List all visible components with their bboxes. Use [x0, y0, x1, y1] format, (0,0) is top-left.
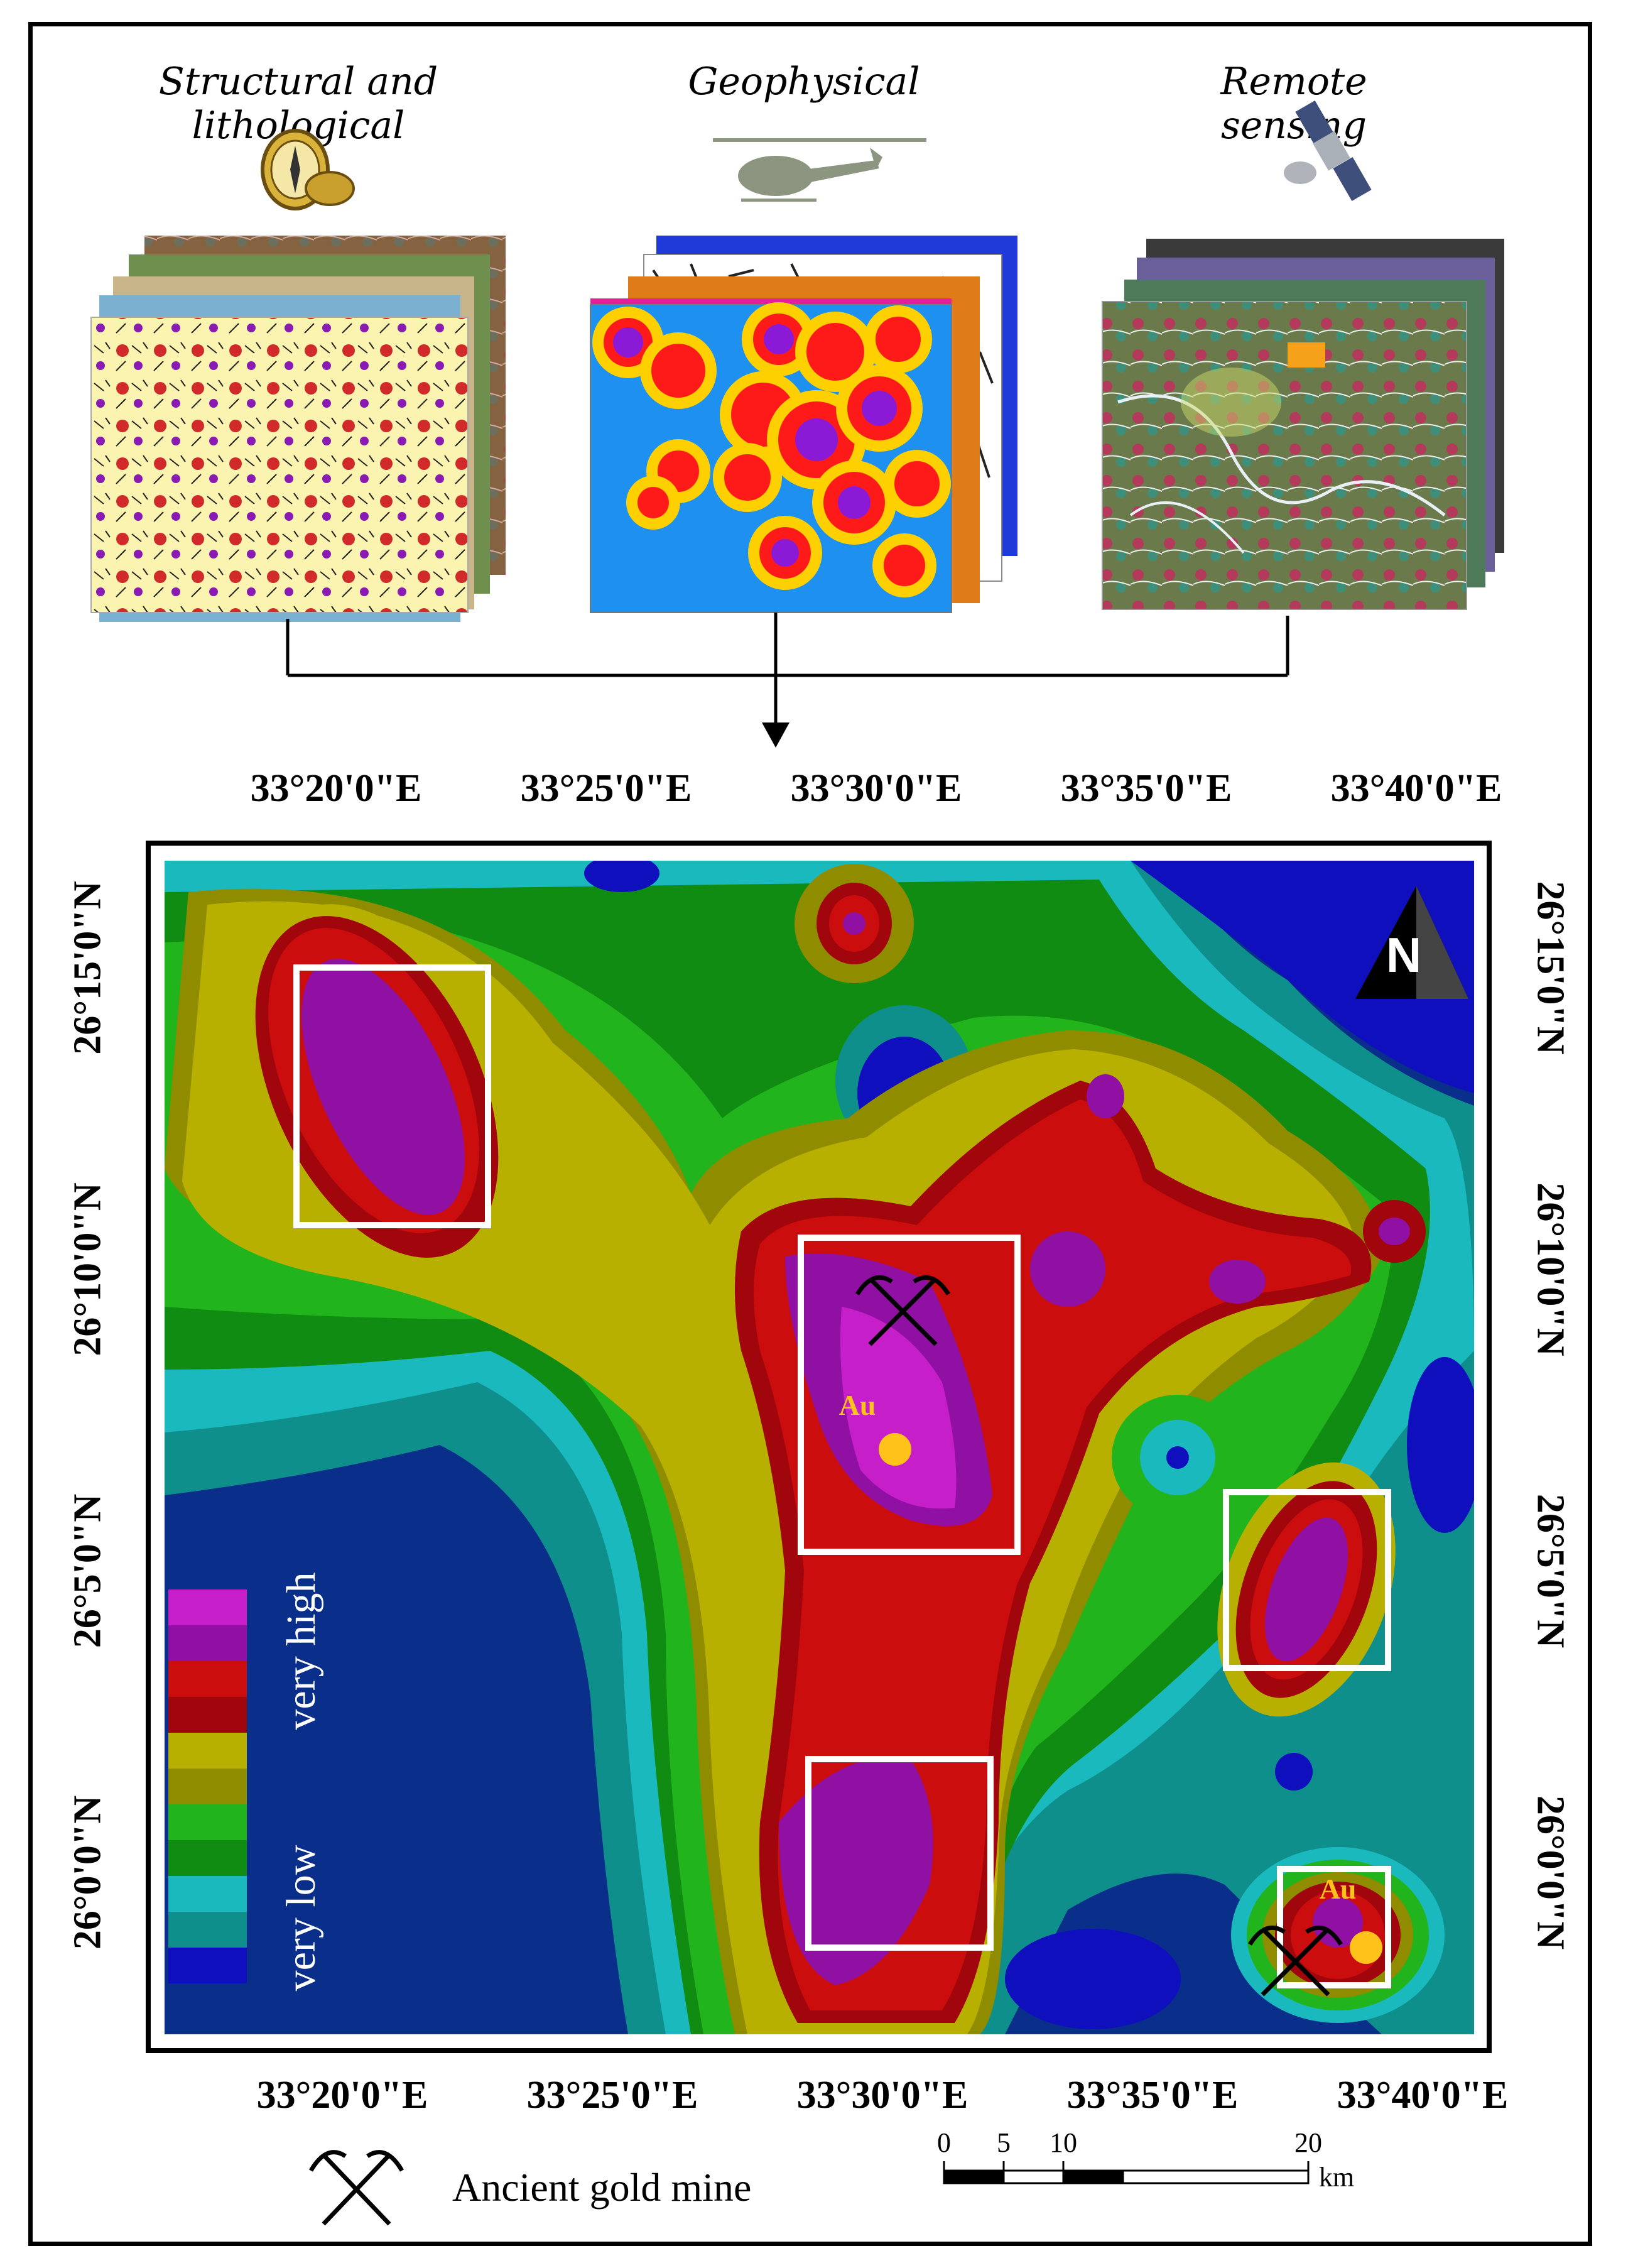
favorability-map — [165, 861, 1474, 2034]
scale-tick-5: 5 — [997, 2127, 1011, 2158]
legend-swatch — [168, 1589, 247, 1625]
lat-label-right-3: 26°5'0"N — [1529, 1493, 1572, 1649]
lon-label-top-3: 33°30'0"E — [790, 767, 962, 810]
panel-title-geophysical: Geophysical — [688, 60, 920, 104]
legend-swatch — [168, 1661, 247, 1697]
legend-swatch — [168, 1733, 247, 1769]
north-letter: N — [1386, 927, 1422, 983]
legend-label-high: very high — [278, 1572, 324, 1730]
lat-label-left-3: 26°5'0"N — [66, 1493, 109, 1649]
target-zone-east — [1223, 1489, 1391, 1671]
au-label-southeast: Au — [1319, 1873, 1357, 1905]
legend-swatch — [168, 1983, 247, 2019]
legend-swatch — [168, 1697, 247, 1733]
satellite-icon — [1284, 101, 1372, 201]
pickaxe-icon — [308, 2150, 404, 2226]
flow-connector — [286, 613, 1289, 726]
lon-label-top-5: 33°40'0"E — [1330, 767, 1502, 810]
gold-occurrence-southeast — [1350, 1931, 1382, 1964]
figure-frame — [28, 22, 1592, 2246]
panel-title-remote: Remote sensing — [1220, 60, 1367, 148]
legend-swatch — [168, 1948, 247, 1983]
lon-label-bottom-3: 33°30'0"E — [796, 2074, 968, 2117]
lat-label-right-2: 26°10'0"N — [1529, 1182, 1572, 1356]
lat-label-left-4: 26°0'0"N — [66, 1795, 109, 1950]
au-label-central: Au — [838, 1389, 876, 1421]
gold-occurrence-central — [879, 1433, 911, 1466]
legend-label-low: very low — [278, 1845, 324, 1992]
mine-legend-label: Ancient gold mine — [452, 2165, 752, 2210]
mine-symbol-central — [855, 1275, 950, 1346]
scale-unit: km — [1318, 2162, 1355, 2193]
target-zone-nw — [293, 964, 491, 1228]
north-arrow — [1355, 886, 1468, 999]
lat-label-right-1: 26°15'0"N — [1529, 881, 1572, 1055]
structural-map-stack — [90, 236, 506, 622]
lon-label-bottom-4: 33°35'0"E — [1066, 2074, 1239, 2117]
lon-label-bottom-5: 33°40'0"E — [1337, 2074, 1509, 2117]
map-frame — [146, 841, 1492, 2053]
lat-label-left-1: 26°15'0"N — [66, 881, 109, 1055]
legend-swatch — [168, 1912, 247, 1948]
legend-swatch — [168, 1840, 247, 1876]
remote-sensing-map-stack — [1102, 239, 1504, 610]
scale-tick-20: 20 — [1294, 2127, 1322, 2158]
lat-label-right-4: 26°0'0"N — [1529, 1795, 1572, 1950]
legend-swatch — [168, 1876, 247, 1912]
lon-label-top-2: 33°25'0"E — [520, 767, 692, 810]
target-zone-central — [798, 1235, 1021, 1555]
scale-bar — [943, 2161, 1310, 2184]
legend-swatch — [168, 1804, 247, 1840]
lon-label-top-1: 33°20'0"E — [250, 767, 422, 810]
target-zone-south — [805, 1756, 994, 1951]
lat-label-left-2: 26°10'0"N — [66, 1182, 109, 1356]
legend-swatch — [168, 1625, 247, 1661]
scale-tick-10: 10 — [1050, 2127, 1077, 2158]
lon-label-top-4: 33°35'0"E — [1060, 767, 1232, 810]
helicopter-icon — [713, 138, 926, 202]
geophysical-map-stack — [590, 236, 1017, 613]
legend-swatch — [168, 1769, 247, 1804]
compass-icon — [261, 129, 355, 210]
lon-label-bottom-1: 33°20'0"E — [256, 2074, 428, 2117]
legend-swatches — [168, 1589, 247, 2019]
mine-symbol-southeast — [1248, 1925, 1343, 1997]
flow-arrowhead — [762, 722, 789, 748]
scale-tick-0: 0 — [937, 2127, 951, 2158]
lon-label-bottom-2: 33°25'0"E — [526, 2074, 698, 2117]
